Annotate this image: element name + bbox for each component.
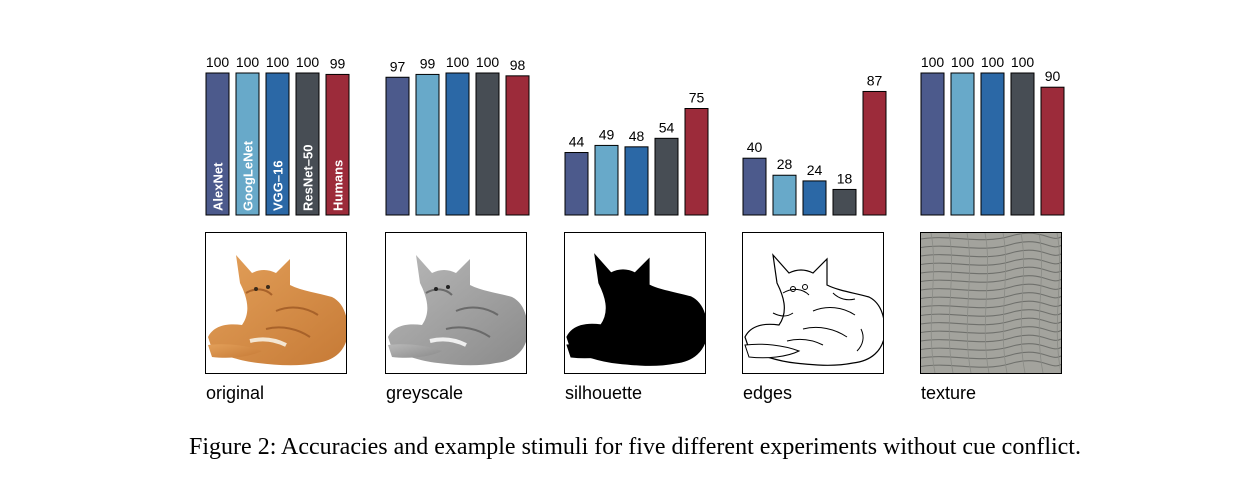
value-label-greyscale-1: 99 <box>420 55 436 71</box>
bar-original-0 <box>205 72 230 216</box>
bar-texture-3 <box>1010 72 1035 216</box>
bar-chart-original: 100 AlexNet 100 GoogLeNet 100 VGG–16 100 ResNet… <box>205 54 350 216</box>
bar-greyscale-2 <box>445 72 470 216</box>
value-label-texture-1: 100 <box>951 54 975 70</box>
bar-edges-2 <box>802 180 827 216</box>
bar-silhouette-1 <box>594 144 619 216</box>
experiment-label-texture: texture <box>921 383 977 403</box>
bar-chart-edges: 40 28 24 18 87 <box>742 72 887 216</box>
model-label-2: VGG–16 <box>271 160 286 211</box>
bar-chart-greyscale: 97 99 100 100 98 <box>385 54 530 216</box>
value-label-texture-0: 100 <box>921 54 945 70</box>
model-label-0: AlexNet <box>211 162 226 211</box>
stimulus-image-texture <box>920 232 1062 374</box>
bar-original-1 <box>235 72 260 216</box>
bar-original-4 <box>325 73 350 216</box>
bar-edges-4 <box>862 90 887 216</box>
experiment-label-original: original <box>206 383 265 403</box>
value-label-edges-4: 87 <box>867 72 883 88</box>
stimulus-image-greyscale <box>385 232 527 374</box>
bar-original-2 <box>265 72 290 216</box>
bar-chart-texture: 100 100 100 100 90 <box>920 54 1065 216</box>
bar-greyscale-3 <box>475 72 500 216</box>
stimulus-image-edges <box>742 232 884 374</box>
value-label-edges-0: 40 <box>747 139 763 155</box>
bar-greyscale-4 <box>505 75 530 216</box>
value-label-texture-3: 100 <box>1011 54 1035 70</box>
bar-texture-4 <box>1040 86 1065 216</box>
value-label-greyscale-4: 98 <box>510 57 526 73</box>
value-label-silhouette-3: 54 <box>659 119 675 135</box>
bar-chart-silhouette: 44 49 48 54 75 <box>564 90 709 216</box>
stimulus-image-silhouette <box>564 232 706 374</box>
value-label-greyscale-3: 100 <box>476 54 500 70</box>
value-label-silhouette-2: 48 <box>629 128 645 144</box>
experiment-panels: 100 AlexNet 100 GoogLeNet 100 VGG–16 100 ResNet… <box>205 54 1065 403</box>
bar-texture-2 <box>980 72 1005 216</box>
stimulus-image-original <box>205 232 347 374</box>
bar-silhouette-4 <box>684 108 709 216</box>
value-label-original-2: 100 <box>266 54 290 70</box>
bar-silhouette-2 <box>624 146 649 216</box>
value-label-silhouette-1: 49 <box>599 126 615 142</box>
value-label-silhouette-4: 75 <box>689 90 705 106</box>
value-label-original-1: 100 <box>236 54 260 70</box>
experiment-label-silhouette: silhouette <box>565 383 643 403</box>
value-label-texture-2: 100 <box>981 54 1005 70</box>
value-label-greyscale-2: 100 <box>446 54 470 70</box>
experiment-label-greyscale: greyscale <box>386 383 464 403</box>
bar-greyscale-1 <box>415 73 440 216</box>
model-label-1: GoogLeNet <box>241 140 256 211</box>
bar-edges-1 <box>772 174 797 216</box>
bar-greyscale-0 <box>385 76 410 216</box>
bar-edges-0 <box>742 157 767 216</box>
experiment-label-edges: edges <box>743 383 793 403</box>
value-label-original-4: 99 <box>330 55 346 71</box>
bar-silhouette-3 <box>654 137 679 216</box>
value-label-silhouette-0: 44 <box>569 134 585 150</box>
model-label-4: Humans <box>331 160 346 211</box>
value-label-edges-2: 24 <box>807 162 823 178</box>
value-label-original-0: 100 <box>206 54 230 70</box>
bar-silhouette-0 <box>564 152 589 216</box>
value-label-edges-1: 28 <box>777 156 793 172</box>
model-label-3: ResNet–50 <box>301 145 316 212</box>
bar-texture-0 <box>920 72 945 216</box>
value-label-original-3: 100 <box>296 54 320 70</box>
value-label-greyscale-0: 97 <box>390 58 406 74</box>
bar-edges-3 <box>832 188 857 216</box>
value-label-texture-4: 90 <box>1045 68 1061 84</box>
figure-caption: Figure 2: Accuracies and example stimuli… <box>189 434 1081 460</box>
bar-original-3 <box>295 72 320 216</box>
value-label-edges-3: 18 <box>837 170 853 186</box>
bar-texture-1 <box>950 72 975 216</box>
